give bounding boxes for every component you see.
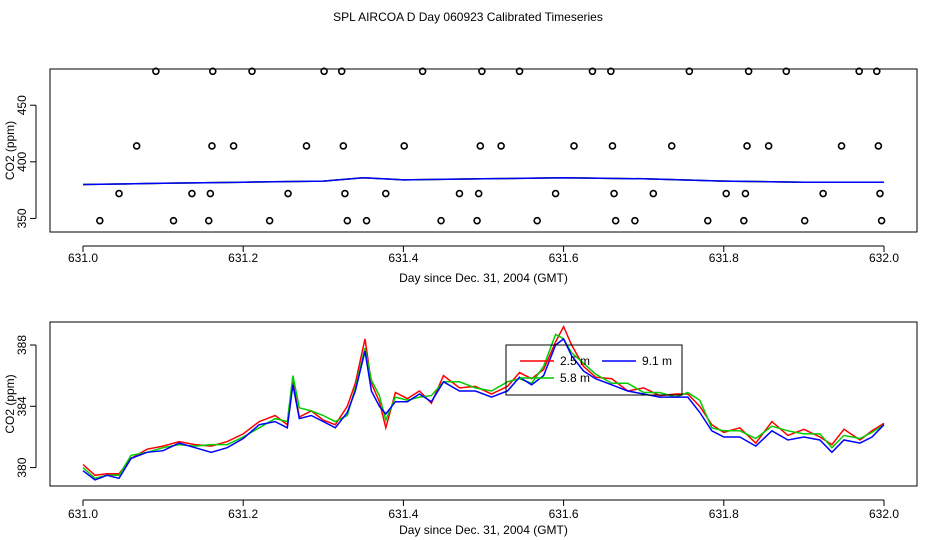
top-panel-x-tick-label: 631.4 [388, 251, 418, 265]
top-panel-data-point [764, 142, 773, 150]
top-panel-data-point [115, 189, 123, 198]
top-panel-data-point [533, 216, 541, 225]
top-panel-data-point [703, 216, 712, 225]
bottom-panel-y-tick-label: 380 [15, 457, 29, 477]
top-panel-x-axis-label: Day since Dec. 31, 2004 (GMT) [399, 271, 568, 285]
top-panel-data-point [607, 67, 615, 76]
bottom-panel-y-axis-label: CO2 (ppm) [3, 374, 17, 433]
top-panel-data-point [743, 142, 751, 150]
top-panel-data-point [741, 189, 750, 198]
top-panel-data-point [570, 142, 578, 150]
top-panel-data-point [96, 216, 104, 225]
top-panel-data-point [876, 189, 884, 198]
legend-label: 5.8 m [560, 371, 590, 385]
top-panel-data-point [782, 67, 791, 76]
top-panel-x-tick-label: 631.2 [228, 251, 258, 265]
top-panel-data-point [497, 142, 505, 150]
top-panel-data-point [872, 67, 881, 76]
top-panel-data-point [152, 67, 160, 76]
top-panel-data-point [819, 189, 827, 198]
legend-box [505, 344, 683, 396]
top-panel-data-point [667, 142, 676, 150]
top-panel-data-point [248, 67, 256, 76]
top-panel-y-tick-label: 400 [15, 151, 29, 171]
bottom-panel-series-2-5-m [82, 324, 885, 477]
top-panel-data-point [877, 216, 886, 225]
top-panel-x-tick-label: 632.0 [869, 251, 899, 265]
bottom-panel-x-tick-label: 631.8 [709, 507, 739, 521]
top-panel-data-point [320, 67, 328, 76]
top-panel-x-tick-label: 631.0 [68, 251, 98, 265]
top-panel-data-point [204, 216, 213, 225]
bottom-panel-x-tick-label: 631.4 [388, 507, 418, 521]
top-panel-x-tick-label: 631.8 [709, 251, 739, 265]
top-panel-data-point [874, 142, 883, 150]
top-panel-data-point [610, 189, 618, 198]
top-panel-data-point [132, 142, 141, 150]
top-panel-data-point [362, 216, 371, 225]
top-panel-data-point [551, 189, 560, 198]
bottom-panel-x-tick-label: 631.2 [228, 507, 258, 521]
top-panel-data-point [455, 189, 464, 198]
top-panel-frame [49, 68, 918, 233]
top-panel-y-tick-label: 350 [15, 208, 29, 228]
top-panel-data-point [740, 216, 748, 225]
top-panel-data-point [284, 189, 292, 198]
bottom-panel-y-tick-label: 388 [15, 335, 29, 355]
top-panel-data-point [744, 67, 753, 76]
bottom-panel-frame [49, 321, 918, 487]
bottom-panel-x-tick-label: 632.0 [869, 507, 899, 521]
bottom-panel-x-axis-label: Day since Dec. 31, 2004 (GMT) [399, 523, 568, 537]
top-panel-x-tick-label: 631.6 [549, 251, 579, 265]
top-panel-data-point [418, 67, 427, 76]
top-panel-data-point [474, 189, 483, 198]
legend-label: 9.1 m [642, 354, 672, 368]
top-panel-data-point [476, 142, 485, 150]
legend-label: 2.5 m [560, 354, 590, 368]
bottom-panel-series-9-1-m [82, 337, 885, 481]
top-panel-data-point [206, 189, 215, 198]
top-panel-data-point [611, 216, 620, 225]
chart-title: SPL AIRCOA D Day 060923 Calibrated Times… [333, 10, 603, 24]
top-panel-data-point [473, 216, 481, 225]
top-panel-data-point [229, 142, 238, 150]
top-panel-data-point [208, 142, 216, 150]
top-panel-data-point [339, 142, 348, 150]
top-panel-data-point [437, 216, 445, 225]
top-panel-data-point [800, 216, 809, 225]
top-panel-data-point [855, 67, 863, 76]
top-panel-data-point [341, 189, 349, 198]
bottom-panel-series-5-8-m [82, 333, 885, 480]
top-panel-data-point [400, 142, 409, 150]
top-panel-data-point [631, 216, 639, 225]
top-panel-data-point [169, 216, 178, 225]
top-panel-series-9-1-m [82, 176, 884, 186]
top-panel-data-point [302, 142, 311, 150]
top-panel-data-point [685, 67, 694, 76]
top-panel-data-point [649, 189, 658, 198]
top-panel-data-point [337, 67, 346, 76]
top-panel-data-point [515, 67, 524, 76]
bottom-panel-x-tick-label: 631.6 [549, 507, 579, 521]
bottom-panel-y-tick-label: 384 [15, 396, 29, 416]
top-panel-data-point [608, 142, 617, 150]
top-panel-y-axis-label: CO2 (ppm) [3, 121, 17, 180]
top-panel-data-point [188, 189, 196, 198]
top-panel-data-point [478, 67, 486, 76]
top-panel-data-point [588, 67, 597, 76]
top-panel-y-tick-label: 450 [15, 95, 29, 115]
top-panel-data-point [265, 216, 274, 225]
top-panel-data-point [722, 189, 731, 198]
bottom-panel-x-tick-label: 631.0 [68, 507, 98, 521]
top-panel-data-point [381, 189, 390, 198]
top-panel-data-point [343, 216, 352, 225]
top-panel-data-point [837, 142, 846, 150]
top-panel-data-point [208, 67, 217, 76]
